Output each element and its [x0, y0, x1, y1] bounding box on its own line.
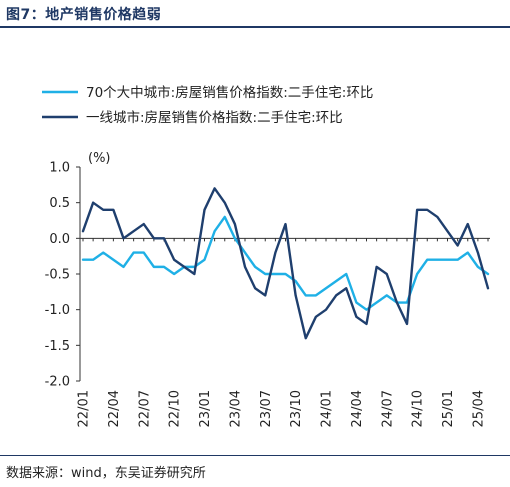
source-rule — [0, 455, 510, 456]
x-tick-label: 23/01 — [198, 390, 213, 427]
series-lines — [81, 187, 490, 340]
x-tick-label: 24/07 — [380, 390, 395, 427]
x-tick-label: 24/10 — [411, 390, 426, 427]
y-tick-label: -1.5 — [45, 339, 70, 354]
y-tick-label: -2.0 — [45, 375, 70, 390]
y-tick-label: 1.0 — [49, 161, 70, 176]
title-rule — [0, 26, 510, 28]
data-source: 数据来源：wind，东吴证券研究所 — [6, 466, 206, 481]
x-tick-label: 25/04 — [471, 390, 486, 427]
y-tick-label: -0.5 — [45, 268, 70, 283]
x-tick-label: 23/07 — [259, 390, 274, 427]
legend: 70个大中城市:房屋销售价格指数:二手住宅:环比一线城市:房屋销售价格指数:二手… — [42, 84, 373, 126]
series-line-2 — [81, 187, 490, 340]
line-chart: 70个大中城市:房屋销售价格指数:二手住宅:环比一线城市:房屋销售价格指数:二手… — [42, 84, 490, 427]
x-tick-label: 22/10 — [168, 390, 183, 427]
x-tick-label: 23/04 — [228, 390, 243, 427]
x-tick-label: 24/04 — [350, 390, 365, 427]
x-tick-label: 23/10 — [289, 390, 304, 427]
x-tick-label: 22/07 — [137, 390, 152, 427]
x-tick-label: 22/01 — [77, 390, 92, 427]
x-tick-label: 25/01 — [441, 390, 456, 427]
y-tick-label: -1.0 — [45, 303, 70, 318]
figure-title: 图7：地产销售价格趋弱 — [6, 7, 162, 23]
series-line-1 — [81, 215, 490, 311]
y-tick-label: 0.5 — [49, 196, 70, 211]
x-tick-label: 22/04 — [107, 390, 122, 427]
y-tick-label: 0.0 — [49, 232, 70, 247]
legend-label-1: 70个大中城市:房屋销售价格指数:二手住宅:环比 — [86, 84, 373, 101]
x-axis: 22/01 22/04 22/07 22/10 23/01 23/04 23/07 23/10… — [77, 237, 490, 427]
y-axis: 1.0 0.5 0.0 -0.5 -1.0 -1.5 -2.0 — [45, 161, 81, 390]
x-tick-label: 24/01 — [320, 390, 335, 427]
y-unit-label: (%) — [88, 151, 111, 166]
legend-label-2: 一线城市:房屋销售价格指数:二手住宅:环比 — [86, 109, 343, 126]
